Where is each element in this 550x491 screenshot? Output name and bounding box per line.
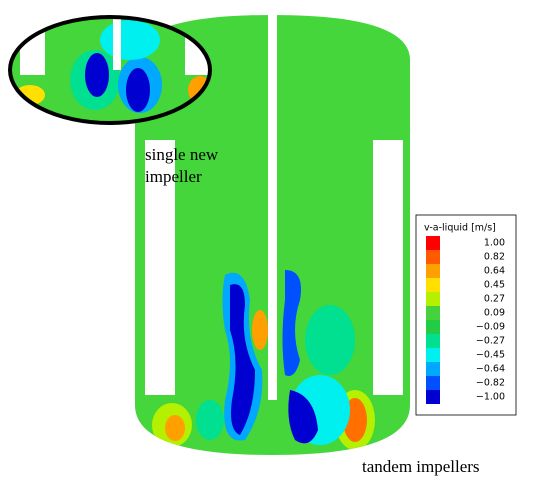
legend-swatch (426, 236, 440, 250)
legend-swatch (426, 278, 440, 292)
main-caption: tandem impellers (362, 457, 480, 476)
legend: v-a-liquid [m/s] 1.00 0.82 0.64 0.45 0.27 0.0… (415, 214, 517, 416)
legend-label: 1.00 (484, 238, 505, 249)
legend-label: −0.27 (476, 336, 505, 347)
legend-swatch (426, 306, 440, 320)
legend-label: −0.64 (476, 364, 505, 375)
legend-swatch (426, 376, 440, 390)
legend-label: 0.27 (484, 294, 505, 305)
legend-swatch (426, 348, 440, 362)
legend-label: −0.45 (476, 350, 505, 361)
legend-swatch (426, 264, 440, 278)
legend-swatch (426, 390, 440, 404)
legend-swatch (426, 250, 440, 264)
legend-label: 0.64 (484, 266, 505, 277)
legend-label: −0.82 (476, 378, 505, 389)
legend-swatch (426, 334, 440, 348)
legend-swatch (426, 362, 440, 376)
legend-label: 0.09 (484, 308, 505, 319)
legend-label: −0.09 (476, 322, 505, 333)
inset-caption: impeller (145, 167, 202, 186)
inset (8, 15, 212, 125)
legend-title: v-a-liquid [m/s] (424, 223, 496, 234)
legend-label: 0.82 (484, 252, 505, 263)
vessel-contour (135, 15, 410, 455)
inset-caption: single new (145, 145, 219, 164)
legend-swatch (426, 292, 440, 306)
legend-label: 0.45 (484, 280, 505, 291)
legend-label: −1.00 (476, 392, 505, 403)
legend-swatch (426, 320, 440, 334)
